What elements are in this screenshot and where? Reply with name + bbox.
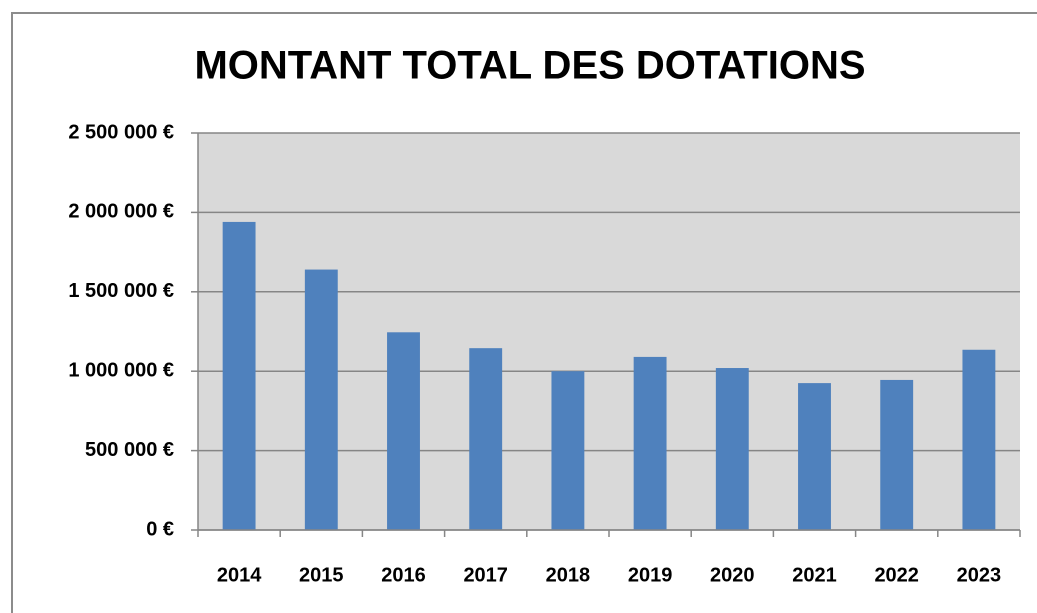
y-tick-label: 0 € xyxy=(146,518,174,540)
bar xyxy=(715,368,749,530)
x-tick-label: 2023 xyxy=(957,564,1002,586)
chart-title: MONTANT TOTAL DES DOTATIONS xyxy=(194,44,865,88)
bar xyxy=(633,356,667,530)
bar xyxy=(551,371,585,530)
x-tick-label: 2016 xyxy=(381,564,426,586)
y-tick-label: 2 000 000 € xyxy=(68,201,174,223)
bar xyxy=(222,221,256,531)
x-tick-label: 2019 xyxy=(628,564,673,586)
y-tick-label: 1 000 000 € xyxy=(68,359,174,381)
bar xyxy=(880,379,914,530)
y-tick-label: 1 500 000 € xyxy=(68,280,174,302)
bar xyxy=(798,383,831,530)
x-tick-label: 2021 xyxy=(792,564,837,586)
x-tick-label: 2014 xyxy=(217,564,262,586)
x-tick-label: 2017 xyxy=(463,564,508,586)
y-tick-label: 2 500 000 € xyxy=(68,121,174,143)
x-tick-label: 2022 xyxy=(874,564,919,586)
x-tick-label: 2015 xyxy=(299,564,344,586)
bar xyxy=(304,269,338,530)
x-tick-label: 2018 xyxy=(546,564,591,586)
bar xyxy=(469,348,503,530)
y-tick-label: 500 000 € xyxy=(85,439,174,461)
bar xyxy=(387,332,420,530)
bar xyxy=(962,349,996,530)
x-tick-label: 2020 xyxy=(710,564,755,586)
